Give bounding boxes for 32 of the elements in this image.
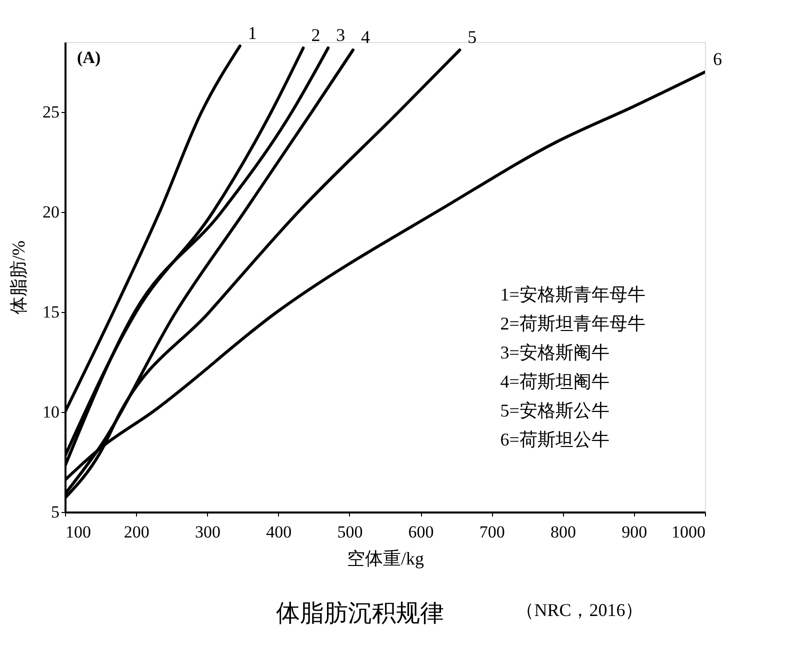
series-label: 6 [713, 49, 722, 69]
annotation: 6=荷斯坦公牛 [500, 429, 610, 450]
x-tick-label: 800 [550, 522, 576, 542]
annotation: 3=安格斯阉牛 [500, 342, 610, 362]
y-tick-label: 25 [42, 102, 60, 122]
y-tick-label: 10 [42, 402, 60, 422]
text: （NRC，2016） [516, 600, 644, 620]
x-tick-label: 700 [479, 522, 505, 542]
x-axis-title: 空体重/kg [346, 548, 424, 568]
y-tick-label: 5 [51, 502, 60, 522]
y-axis-title: 体脂肪/% [8, 240, 28, 314]
annotation: (A) [77, 48, 101, 67]
y-tick-label: 15 [42, 302, 60, 322]
annotation: 4=荷斯坦阉牛 [500, 371, 610, 392]
annotation: 1=安格斯青年母牛 [500, 284, 646, 304]
x-tick-label: 200 [124, 522, 150, 542]
x-tick-label: 500 [337, 522, 363, 542]
x-tick-label: 1000 [672, 522, 706, 542]
x-tick-label: 400 [266, 522, 292, 542]
annotation: 2=荷斯坦青年母牛 [500, 313, 646, 334]
x-tick-label: 900 [622, 522, 648, 542]
annotation: 5=安格斯公牛 [500, 400, 610, 420]
series-label: 2 [311, 25, 320, 45]
text: 体脂肪沉积规律 [276, 601, 444, 627]
x-tick-label: 300 [194, 522, 220, 542]
series-label: 1 [248, 23, 257, 43]
series-label: 3 [336, 25, 346, 45]
x-tick-label: 600 [408, 522, 434, 542]
y-tick-label: 20 [42, 202, 60, 222]
series-label: 4 [361, 27, 370, 47]
series-label: 5 [468, 27, 477, 47]
x-tick-label: 100 [66, 522, 91, 542]
